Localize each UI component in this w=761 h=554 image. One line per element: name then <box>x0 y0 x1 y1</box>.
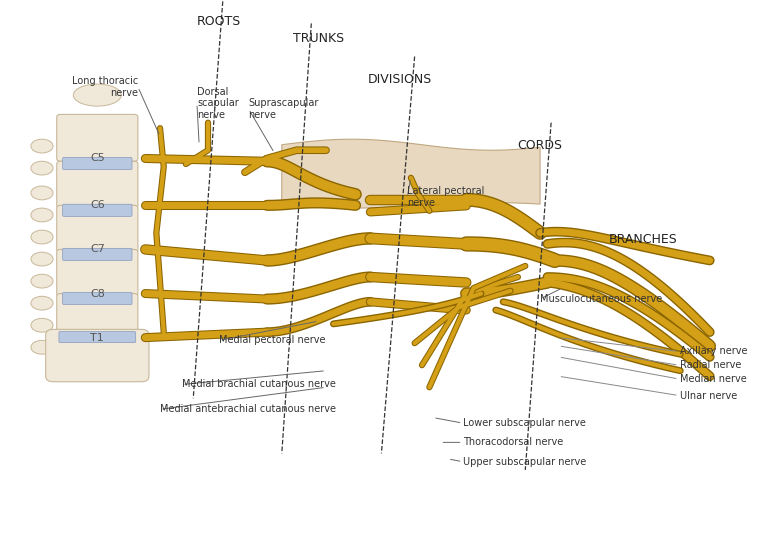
Text: Suprascapular
nerve: Suprascapular nerve <box>249 98 319 120</box>
Text: C8: C8 <box>90 289 105 299</box>
Text: Radial nerve: Radial nerve <box>680 360 742 370</box>
FancyBboxPatch shape <box>62 293 132 305</box>
FancyBboxPatch shape <box>59 332 135 342</box>
FancyBboxPatch shape <box>62 204 132 217</box>
Ellipse shape <box>31 340 53 354</box>
Ellipse shape <box>31 319 53 332</box>
FancyBboxPatch shape <box>57 249 138 296</box>
Text: ROOTS: ROOTS <box>197 15 241 28</box>
Text: C7: C7 <box>90 244 105 254</box>
Polygon shape <box>282 139 540 208</box>
Text: Musculocutaneous nerve: Musculocutaneous nerve <box>540 294 662 304</box>
Text: Thoracodorsal nerve: Thoracodorsal nerve <box>463 437 563 448</box>
Text: Medial brachial cutanous nerve: Medial brachial cutanous nerve <box>182 379 336 389</box>
Ellipse shape <box>73 84 121 106</box>
Text: Ulnar nerve: Ulnar nerve <box>680 391 737 401</box>
Ellipse shape <box>31 208 53 222</box>
Text: CORDS: CORDS <box>517 139 562 152</box>
Text: Median nerve: Median nerve <box>680 374 747 384</box>
FancyBboxPatch shape <box>62 157 132 170</box>
Ellipse shape <box>31 252 53 266</box>
FancyBboxPatch shape <box>46 330 149 382</box>
Text: C6: C6 <box>90 201 105 211</box>
Ellipse shape <box>31 230 53 244</box>
Ellipse shape <box>31 296 53 310</box>
Text: BRANCHES: BRANCHES <box>609 233 678 246</box>
FancyBboxPatch shape <box>57 294 138 340</box>
FancyBboxPatch shape <box>62 248 132 260</box>
FancyBboxPatch shape <box>57 161 138 208</box>
Text: Axillary nerve: Axillary nerve <box>680 346 748 356</box>
Text: TRUNKS: TRUNKS <box>293 32 344 45</box>
Ellipse shape <box>31 274 53 288</box>
Ellipse shape <box>31 161 53 175</box>
Text: T1: T1 <box>91 332 104 342</box>
FancyBboxPatch shape <box>57 206 138 252</box>
Text: Lateral pectoral
nerve: Lateral pectoral nerve <box>407 186 485 208</box>
Text: Upper subscapular nerve: Upper subscapular nerve <box>463 456 586 466</box>
Text: Medial pectoral nerve: Medial pectoral nerve <box>219 335 326 345</box>
Text: C5: C5 <box>90 153 105 163</box>
Text: Dorsal
scapular
nerve: Dorsal scapular nerve <box>197 87 239 120</box>
Ellipse shape <box>31 186 53 200</box>
Text: Lower subscapular nerve: Lower subscapular nerve <box>463 418 585 428</box>
FancyBboxPatch shape <box>57 114 138 161</box>
Ellipse shape <box>31 139 53 153</box>
Text: Medial antebrachial cutanous nerve: Medial antebrachial cutanous nerve <box>160 404 336 414</box>
Text: Long thoracic
nerve: Long thoracic nerve <box>72 76 138 98</box>
Text: DIVISIONS: DIVISIONS <box>368 73 432 86</box>
